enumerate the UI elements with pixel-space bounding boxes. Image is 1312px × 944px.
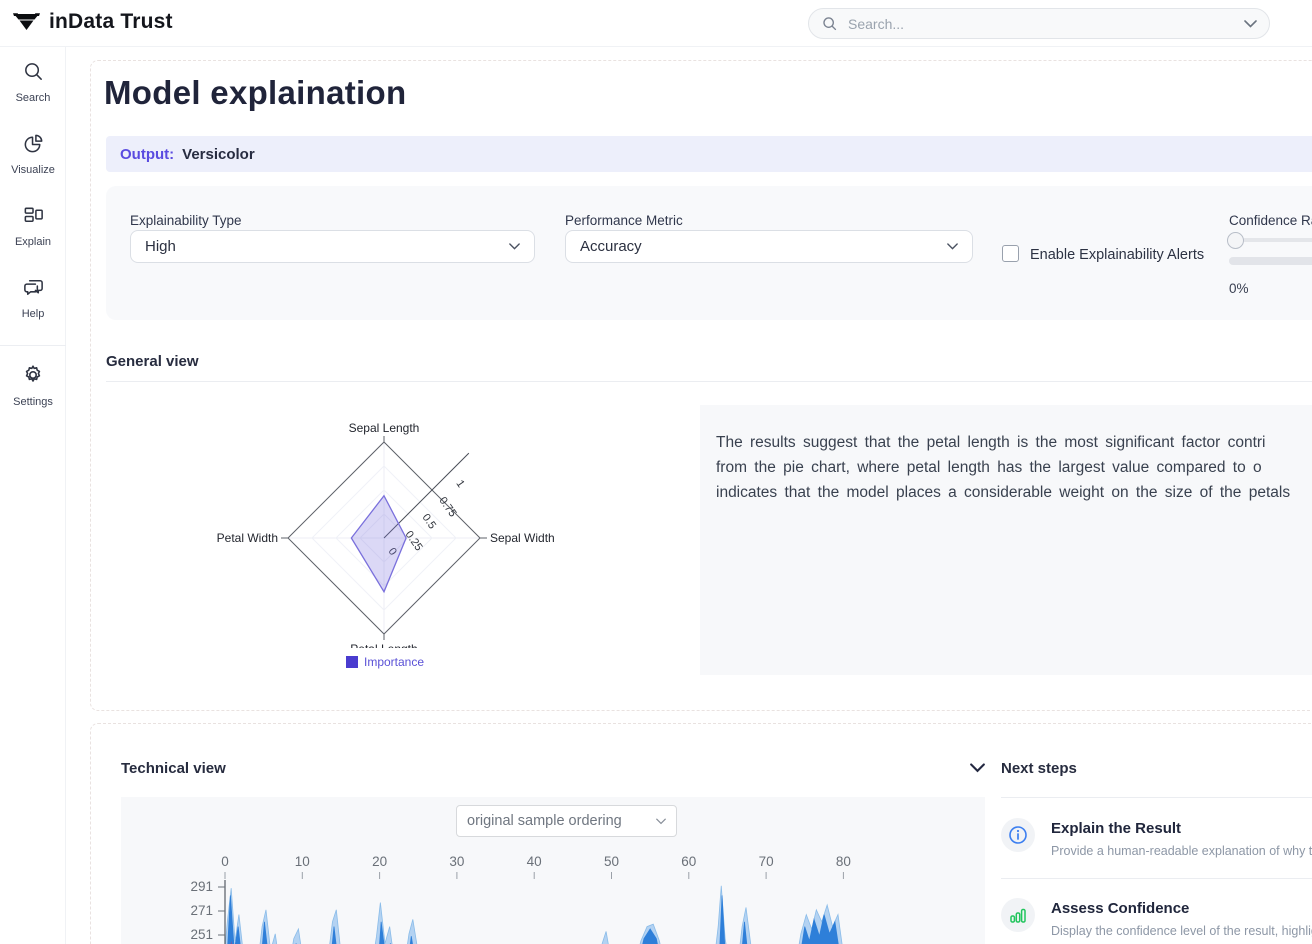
enable-alerts-label: Enable Explainability Alerts <box>1030 247 1205 263</box>
svg-text:10: 10 <box>295 854 310 869</box>
explanation-line: from the pie chart, where petal length h… <box>716 459 1262 476</box>
svg-text:1: 1 <box>453 478 466 490</box>
page-title: Model explaination <box>104 74 407 111</box>
pie-chart-icon <box>24 134 42 153</box>
svg-text:30: 30 <box>449 854 464 869</box>
output-value: Versicolor <box>182 145 255 163</box>
next-step-title[interactable]: Explain the Result <box>1051 820 1182 837</box>
info-icon <box>1009 826 1027 844</box>
performance-metric-label: Performance Metric <box>565 213 683 228</box>
general-view-heading: General view <box>106 353 199 370</box>
performance-metric-value: Accuracy <box>580 238 642 255</box>
search-input[interactable] <box>848 15 1244 32</box>
svg-text:271: 271 <box>190 903 213 918</box>
explainability-type-select[interactable]: High <box>130 230 535 263</box>
explainability-type-value: High <box>145 238 176 255</box>
confidence-slider-handle[interactable] <box>1227 232 1244 249</box>
next-step-title[interactable]: Assess Confidence <box>1051 900 1190 917</box>
explanation-line: The results suggest that the petal lengt… <box>716 434 1266 451</box>
chevron-down-icon <box>947 243 958 250</box>
svg-text:60: 60 <box>681 854 696 869</box>
confidence-value: 0% <box>1229 281 1249 296</box>
next-step-desc: Provide a human-readable explanation of … <box>1051 844 1312 858</box>
sidebar-item-help[interactable]: Help <box>0 276 66 320</box>
svg-text:Sepal Width: Sepal Width <box>490 531 555 545</box>
sidebar-item-visualize[interactable]: Visualize <box>0 132 66 176</box>
svg-text:291: 291 <box>190 879 213 894</box>
svg-text:0.75: 0.75 <box>436 495 458 519</box>
bar-chart-icon <box>1010 908 1026 923</box>
sidebar-item-label: Explain <box>14 236 52 248</box>
search-icon <box>24 63 42 80</box>
svg-text:40: 40 <box>527 854 542 869</box>
sidebar: Search Visualize Explain Help <box>0 47 66 944</box>
sidebar-item-label: Search <box>15 92 51 104</box>
app-title: inData Trust <box>49 10 173 33</box>
explanation-panel: The results suggest that the petal lengt… <box>700 405 1312 675</box>
radar-legend[interactable]: Importance <box>200 655 570 669</box>
assess-confidence-item-icon-bg[interactable] <box>1001 898 1035 932</box>
svg-text:80: 80 <box>836 854 851 869</box>
sidebar-item-label: Help <box>21 308 45 320</box>
technical-view-heading: Technical view <box>121 760 226 777</box>
sidebar-item-explain[interactable]: Explain <box>0 204 66 248</box>
svg-text:Petal Length: Petal Length <box>350 642 417 648</box>
explanation-line: indicates that the model places a consid… <box>716 484 1291 501</box>
svg-text:Sepal Length: Sepal Length <box>349 421 420 435</box>
explainability-type-label: Explainability Type <box>130 213 242 228</box>
output-banner: Output: Versicolor <box>106 136 1312 172</box>
svg-text:251: 251 <box>190 927 213 942</box>
next-steps-header-divider <box>1001 797 1312 798</box>
svg-text:0.25: 0.25 <box>403 529 425 553</box>
brand-logo-icon <box>13 13 40 30</box>
explain-result-item-icon-bg[interactable] <box>1001 818 1035 852</box>
next-steps-heading: Next steps <box>1001 760 1077 777</box>
chat-bubbles-icon <box>23 280 43 295</box>
search-icon <box>823 17 837 31</box>
layout-blocks-icon <box>24 207 43 223</box>
legend-label: Importance <box>363 655 425 669</box>
sidebar-item-label: Visualize <box>11 164 55 176</box>
global-search[interactable] <box>808 8 1270 39</box>
confidence-label: Confidence Ra <box>1229 213 1312 228</box>
output-label: Output: <box>120 145 175 163</box>
sample-area-chart: 0 10 20 30 40 50 60 70 80 291 271 251 <box>190 854 851 944</box>
svg-text:50: 50 <box>604 854 619 869</box>
svg-text:0: 0 <box>386 546 399 558</box>
gear-icon <box>25 365 41 382</box>
chevron-down-icon <box>509 243 520 250</box>
sidebar-item-settings[interactable]: Settings <box>0 363 66 408</box>
chevron-down-icon <box>656 818 666 824</box>
performance-metric-select[interactable]: Accuracy <box>565 230 973 263</box>
next-step-desc: Display the confidence level of the resu… <box>1051 924 1312 938</box>
next-steps-item-divider <box>1001 878 1312 879</box>
technical-collapse-chevron-icon[interactable] <box>970 763 985 773</box>
confidence-slider-track[interactable] <box>1243 238 1312 242</box>
sample-ordering-value: original sample ordering <box>467 813 622 829</box>
sidebar-item-search[interactable]: Search <box>0 60 66 104</box>
sidebar-divider <box>0 345 66 346</box>
top-bar: inData Trust <box>0 0 1312 47</box>
svg-text:20: 20 <box>372 854 387 869</box>
enable-alerts-checkbox[interactable] <box>1002 245 1019 262</box>
svg-text:Petal Width: Petal Width <box>217 531 278 545</box>
sidebar-item-label: Settings <box>13 396 53 408</box>
confidence-slider-track-secondary[interactable] <box>1229 257 1312 265</box>
legend-swatch <box>345 656 358 668</box>
svg-text:0: 0 <box>221 854 229 869</box>
general-view-divider <box>106 381 1312 382</box>
svg-text:70: 70 <box>759 854 774 869</box>
chevron-down-icon[interactable] <box>1244 19 1257 28</box>
sample-ordering-select[interactable]: original sample ordering <box>456 805 677 837</box>
